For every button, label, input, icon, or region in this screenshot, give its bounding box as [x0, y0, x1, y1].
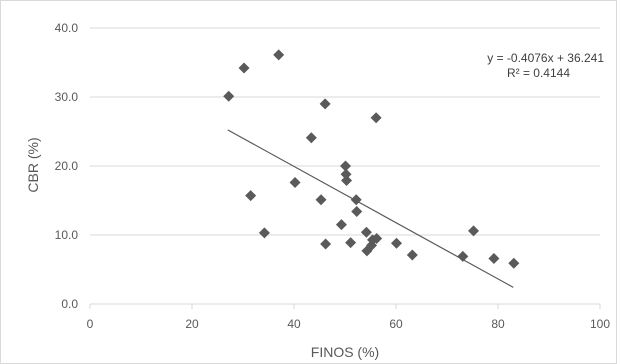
axes [89, 303, 601, 309]
data-point [350, 194, 362, 206]
y-tick-label: 20.0 [55, 159, 79, 173]
data-point [273, 49, 285, 61]
x-axis-title: FINOS (%) [311, 344, 379, 360]
trendline-r-squared: R² = 0.4144 [507, 66, 570, 80]
linear-trendline [227, 129, 514, 288]
data-point [223, 90, 235, 102]
x-tick-label: 40 [287, 317, 301, 331]
data-point [335, 219, 347, 231]
data-point [340, 160, 352, 172]
data-point [289, 177, 301, 189]
data-point [315, 194, 327, 206]
data-point [371, 232, 383, 244]
x-tick-label: 60 [389, 317, 403, 331]
data-point [319, 98, 331, 110]
data-point [370, 112, 382, 124]
data-point [508, 257, 520, 269]
data-point [488, 252, 500, 264]
y-tick-label: 0.0 [61, 297, 78, 311]
data-point [345, 237, 357, 249]
y-tick-label: 40.0 [55, 21, 79, 35]
data-point [238, 62, 250, 74]
x-tick-label: 80 [491, 317, 505, 331]
data-point [351, 206, 363, 218]
y-axis-title: CBR (%) [25, 137, 41, 192]
tick-labels: 0.0 10.0 20.0 30.0 40.0 0 20 40 60 80 100 [55, 21, 611, 331]
data-point [245, 190, 257, 202]
data-point [258, 227, 270, 239]
trendline-layer [227, 129, 514, 288]
data-point [468, 225, 480, 237]
data-point [340, 168, 352, 180]
data-points [223, 49, 520, 269]
x-tick-label: 20 [185, 317, 199, 331]
x-tick-label: 100 [590, 317, 610, 331]
data-point [320, 238, 332, 250]
y-tick-label: 10.0 [55, 228, 79, 242]
data-point [406, 249, 418, 261]
data-point [305, 132, 317, 144]
data-point [360, 226, 372, 238]
x-tick-label: 0 [87, 317, 94, 331]
y-tick-label: 30.0 [55, 90, 79, 104]
data-point [341, 174, 353, 186]
data-point [391, 237, 403, 249]
trendline-equation: y = -0.4076x + 36.241 [487, 51, 604, 65]
data-point [457, 250, 469, 262]
